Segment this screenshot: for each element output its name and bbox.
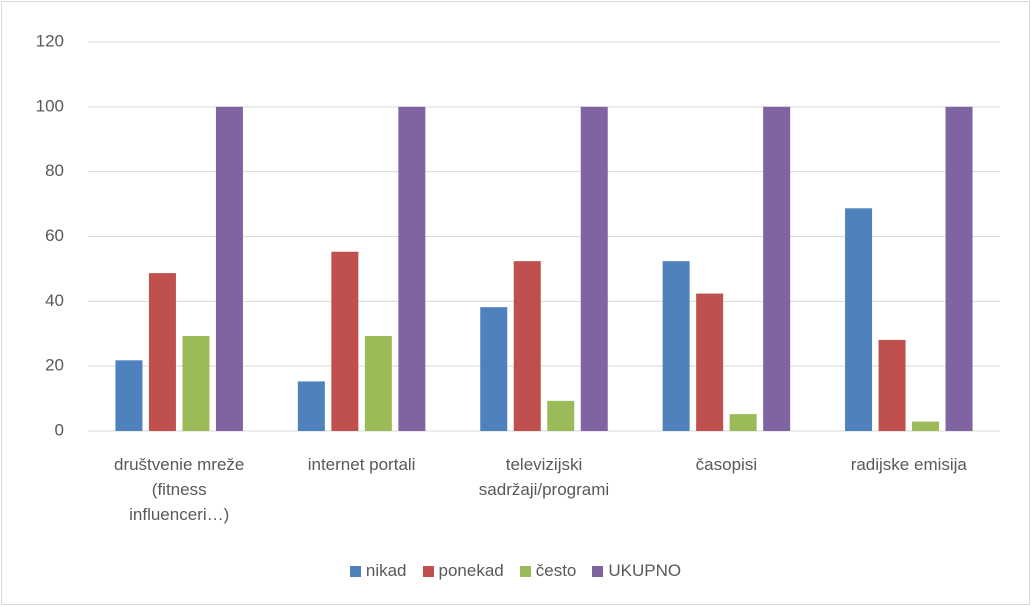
legend-swatch	[349, 565, 361, 577]
bar	[662, 261, 690, 431]
y-tick-label: 80	[45, 161, 64, 180]
bar	[148, 273, 176, 431]
x-tick-label: radijske emisija	[850, 455, 967, 474]
bar	[945, 106, 973, 431]
bar	[729, 414, 757, 431]
bar	[364, 336, 392, 431]
bar	[331, 251, 359, 431]
legend-label: UKUPNO	[608, 561, 682, 580]
legend-item: često	[519, 561, 577, 581]
legend-item: nikad	[349, 561, 407, 581]
legend-item: UKUPNO	[592, 561, 681, 581]
legend-item: ponekad	[422, 561, 504, 581]
bar	[547, 400, 575, 431]
bar	[580, 106, 608, 431]
bar	[878, 339, 906, 431]
bar	[182, 336, 210, 431]
x-tick-label: društvenie mreže (fitness influenceri…)	[113, 455, 245, 524]
y-tick-label: 120	[36, 31, 64, 50]
legend: nikad ponekad često UKUPNO	[0, 561, 1031, 581]
legend-swatch	[422, 565, 434, 577]
bar	[912, 421, 940, 431]
x-tick-label: televizijski sadržaji/programi	[478, 455, 610, 499]
bar	[763, 106, 791, 431]
y-tick-label: 60	[45, 226, 64, 245]
legend-swatch	[519, 565, 531, 577]
x-tick-label: internet portali	[307, 455, 416, 474]
bar	[480, 307, 508, 431]
bar	[398, 106, 426, 431]
x-tick-label: časopisi	[695, 455, 758, 474]
bar	[215, 106, 243, 431]
legend-label: često	[535, 561, 577, 580]
bar	[513, 261, 541, 431]
bar	[297, 381, 325, 431]
y-tick-label: 100	[36, 96, 64, 115]
bar	[696, 293, 724, 431]
y-tick-label: 40	[45, 291, 64, 310]
y-tick-label: 0	[55, 420, 64, 439]
y-tick-label: 20	[45, 356, 64, 375]
legend-swatch	[592, 565, 604, 577]
legend-label: nikad	[365, 561, 407, 580]
bar	[845, 208, 873, 431]
bar	[115, 360, 143, 431]
legend-label: ponekad	[438, 561, 504, 580]
